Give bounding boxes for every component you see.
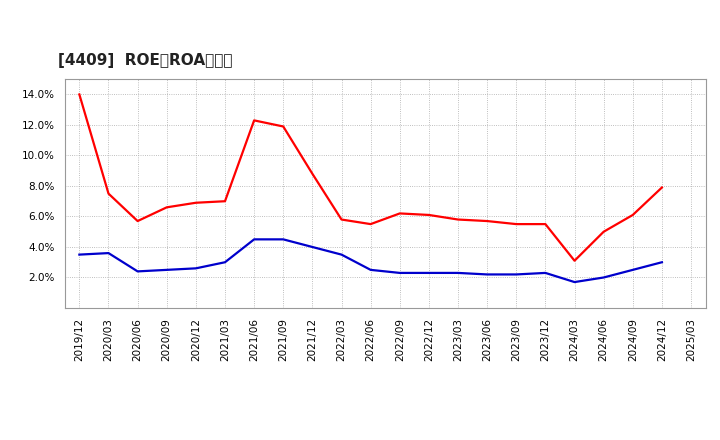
ROA (512, 272, 521, 277)
ROE (366, 221, 375, 227)
Line: ROA: ROA (79, 239, 662, 282)
ROE (308, 171, 317, 176)
ROA (250, 237, 258, 242)
Line: ROE: ROE (79, 95, 662, 261)
ROE (454, 217, 462, 222)
ROE (570, 258, 579, 264)
ROE (599, 229, 608, 235)
ROE (483, 218, 492, 224)
ROA (454, 270, 462, 275)
ROE (395, 211, 404, 216)
ROE (192, 200, 200, 205)
ROA (599, 275, 608, 280)
ROA (629, 267, 637, 272)
ROE (104, 191, 113, 196)
ROA (570, 279, 579, 285)
ROA (133, 269, 142, 274)
ROA (75, 252, 84, 257)
ROE (133, 218, 142, 224)
ROE (250, 118, 258, 123)
ROE (512, 221, 521, 227)
ROA (541, 270, 550, 275)
ROA (425, 270, 433, 275)
ROE (337, 217, 346, 222)
ROE (425, 213, 433, 218)
ROA (337, 252, 346, 257)
ROE (75, 92, 84, 97)
Text: [4409]  ROE、ROAの推移: [4409] ROE、ROAの推移 (58, 53, 233, 68)
ROA (395, 270, 404, 275)
ROE (629, 213, 637, 218)
ROA (163, 267, 171, 272)
ROE (163, 205, 171, 210)
ROA (220, 260, 229, 265)
ROA (308, 244, 317, 249)
ROE (657, 185, 666, 190)
ROA (279, 237, 287, 242)
ROE (541, 221, 550, 227)
ROA (192, 266, 200, 271)
ROA (366, 267, 375, 272)
ROA (104, 250, 113, 256)
ROE (279, 124, 287, 129)
ROA (657, 260, 666, 265)
ROA (483, 272, 492, 277)
ROE (220, 198, 229, 204)
